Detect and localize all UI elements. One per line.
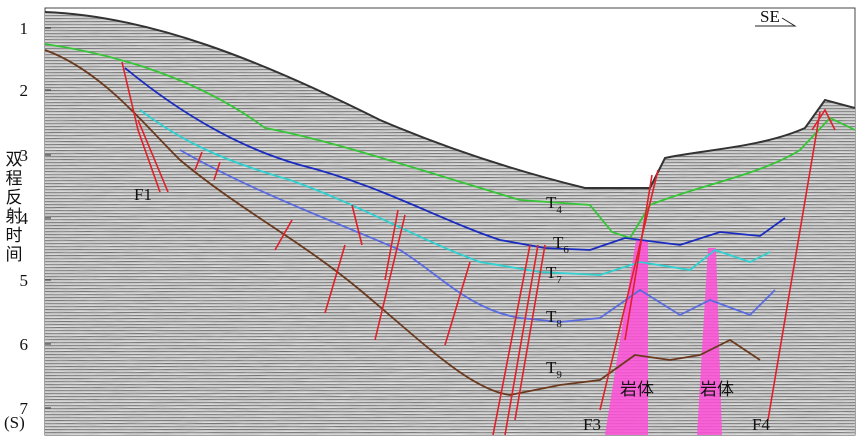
body-label: 岩体 bbox=[700, 380, 734, 399]
fault-label: F3 bbox=[583, 415, 601, 434]
body-label: 岩体 bbox=[620, 380, 654, 399]
y-tick-label: 3 bbox=[20, 146, 29, 165]
seabed bbox=[45, 11, 855, 189]
y-axis: 双程反射时间 (S) 1 2 3 4 5 6 7 bbox=[3, 19, 51, 432]
horizon-sub: 6 bbox=[563, 244, 569, 256]
horizon-base: T bbox=[546, 307, 557, 326]
y-tick-label: 5 bbox=[20, 271, 29, 290]
horizon-t8 bbox=[179, 149, 776, 323]
direction-label: SE bbox=[760, 7, 780, 26]
horizon-sub: 7 bbox=[556, 274, 562, 286]
horizon-label: T4 bbox=[546, 193, 562, 216]
seismic-data bbox=[45, 11, 855, 435]
horizon-t6 bbox=[124, 67, 786, 251]
horizon-sub: 8 bbox=[556, 318, 562, 330]
faults bbox=[121, 61, 836, 435]
axis-unit: (S) bbox=[4, 413, 25, 432]
horizon-label: T8 bbox=[546, 307, 562, 330]
horizon-t4 bbox=[45, 43, 855, 240]
horizon-label: T6 bbox=[553, 233, 569, 256]
y-tick-label: 4 bbox=[20, 209, 29, 228]
direction-arrow bbox=[755, 17, 797, 27]
horizon-base: T bbox=[553, 233, 564, 252]
horizon-base: T bbox=[546, 263, 557, 282]
horizon-t9 bbox=[45, 49, 761, 396]
horizon-sub: 9 bbox=[556, 369, 562, 381]
seismic-noise bbox=[45, 12, 855, 435]
horizon-sub: 4 bbox=[556, 204, 562, 216]
horizon-label: T9 bbox=[546, 358, 562, 381]
axis-title: 双程反射时间 bbox=[3, 150, 23, 264]
y-tick-label: 2 bbox=[20, 81, 29, 100]
fault-label: F4 bbox=[752, 415, 770, 434]
intrusion-body bbox=[697, 248, 722, 435]
horizon-base: T bbox=[546, 193, 557, 212]
horizon-label: T7 bbox=[546, 263, 562, 286]
horizon-base: T bbox=[546, 358, 557, 377]
y-tick-label: 7 bbox=[20, 399, 29, 418]
y-tick-label: 1 bbox=[20, 19, 29, 38]
intrusion-body bbox=[605, 240, 648, 435]
y-tick-label: 6 bbox=[20, 335, 29, 354]
fault-label: F1 bbox=[134, 185, 152, 204]
horizon-t7 bbox=[139, 109, 771, 276]
